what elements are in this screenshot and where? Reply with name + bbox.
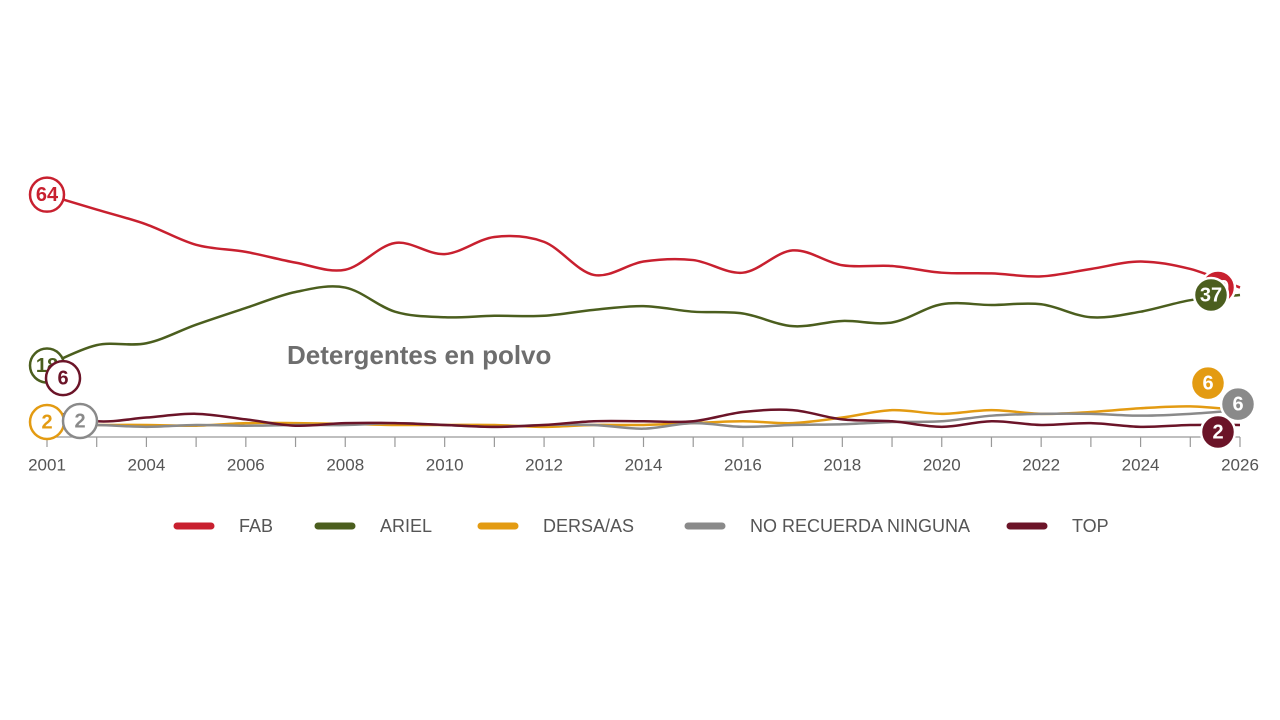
point-marker: [1219, 385, 1257, 423]
point-marker: [44, 359, 82, 397]
series-line: [46, 193, 1241, 289]
legend-label: DERSA/AS: [543, 516, 634, 536]
x-tick-label: 2022: [1022, 455, 1060, 474]
x-tick-label: 2004: [128, 455, 166, 474]
x-tick-label: 2026: [1221, 455, 1259, 474]
point-label: 2: [74, 410, 85, 432]
point-label: 2: [41, 411, 52, 433]
chart-title: Detergentes en polvo: [287, 340, 551, 370]
x-tick-label: 2001: [28, 455, 66, 474]
x-tick-label: 2024: [1122, 455, 1160, 474]
point-marker: [61, 402, 99, 440]
series-line: [46, 408, 1241, 429]
point-marker: [28, 176, 66, 213]
point-label: 64: [36, 184, 59, 206]
x-tick-label: 2008: [326, 455, 364, 474]
point-marker: [1192, 276, 1230, 314]
point-label: 6: [57, 367, 68, 389]
point-label: 6: [1232, 393, 1243, 415]
x-tick-label: 2006: [227, 455, 265, 474]
legend-label: TOP: [1072, 516, 1109, 536]
point-marker: [1189, 364, 1227, 402]
point-marker: [1199, 413, 1237, 451]
point-label: 37: [1200, 284, 1222, 306]
point-label: 2: [1212, 421, 1223, 443]
x-tick-label: 2012: [525, 455, 563, 474]
legend-label: NO RECUERDA NINGUNA: [750, 516, 970, 536]
legend-label: FAB: [239, 516, 273, 536]
x-tick-label: 2018: [823, 455, 861, 474]
x-tick-label: 2014: [625, 455, 663, 474]
point-label: 6: [1202, 372, 1213, 394]
x-tick-label: 2010: [426, 455, 464, 474]
series-line: [46, 285, 1241, 367]
x-tick-label: 2016: [724, 455, 762, 474]
legend-label: ARIEL: [380, 516, 432, 536]
series-line: [46, 408, 1241, 430]
x-tick-label: 2020: [923, 455, 961, 474]
